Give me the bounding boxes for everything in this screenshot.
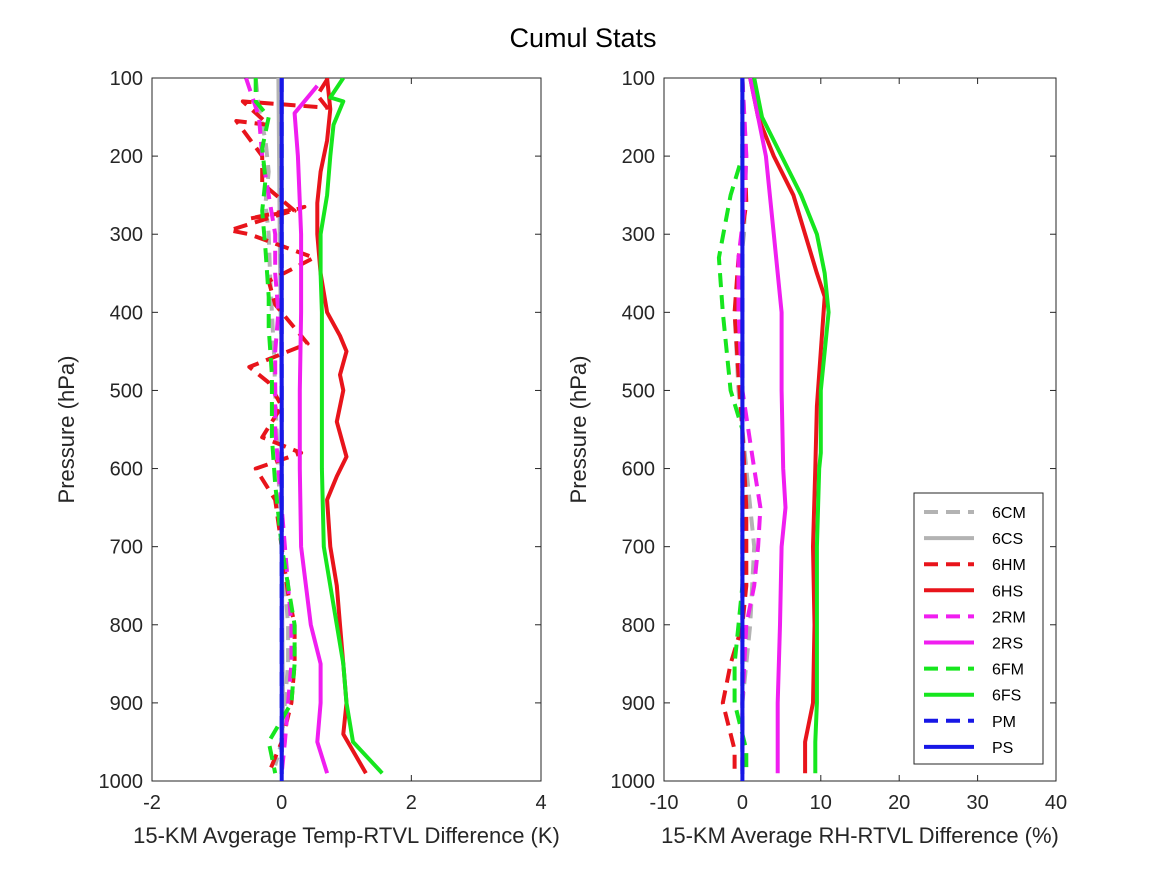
- y-tick-label: 300: [622, 224, 655, 246]
- x-tick-label: 4: [535, 792, 546, 814]
- y-tick-label: 700: [622, 537, 655, 559]
- x-tick-label: 2: [406, 792, 417, 814]
- y-tick-label: 600: [622, 459, 655, 481]
- series-line-2rs: [748, 78, 788, 774]
- x-tick-label: 30: [966, 792, 988, 814]
- series-line-6fs: [752, 78, 831, 774]
- y-tick-label: 500: [110, 380, 143, 402]
- x-tick-label: 40: [1045, 792, 1067, 814]
- y-tick-label: 400: [622, 302, 655, 324]
- series-line-6fm: [716, 78, 749, 774]
- y-tick-label: 300: [110, 224, 143, 246]
- x-tick-label: 20: [888, 792, 910, 814]
- x-tick-label: 0: [276, 792, 287, 814]
- y-tick-label: 900: [110, 693, 143, 715]
- y-tick-label: 800: [110, 615, 143, 637]
- y-axis-label: Pressure (hPa): [566, 356, 591, 504]
- series-line-2rm: [244, 78, 294, 774]
- axes-box: [663, 77, 1057, 782]
- x-tick-label: -10: [650, 792, 679, 814]
- legend-label-2rm: 2RM: [992, 609, 1026, 626]
- x-tick-label: -2: [143, 792, 161, 814]
- legend-label-2rs: 2RS: [992, 636, 1023, 653]
- series-line-6fm: [253, 78, 297, 774]
- legend: 6CM 6CS 6HM 6HS 2RM 2RS 6FM 6FS PM PS: [913, 492, 1044, 765]
- legend-label-6hs: 6HS: [992, 583, 1023, 600]
- legend-label-pm: PM: [992, 714, 1016, 731]
- y-tick-label: 200: [110, 146, 143, 168]
- series-group: [227, 78, 384, 781]
- y-tick-label: 400: [110, 302, 143, 324]
- y-tick-label: 500: [622, 380, 655, 402]
- figure-title: Cumul Stats: [509, 23, 656, 53]
- y-tick-label: 1000: [611, 771, 656, 793]
- y-tick-label: 600: [110, 459, 143, 481]
- x-axis-label: 15-KM Avgerage Temp-RTVL Difference (K): [133, 823, 560, 848]
- legend-label-6cm: 6CM: [992, 505, 1026, 522]
- series-line-6hs: [748, 78, 827, 774]
- series-line-6hs: [315, 78, 368, 775]
- chart-panel-2: 100 200 300 400 500 600 700 800 900 1000-10 0 10 20 3…: [566, 68, 1067, 848]
- y-tick-label: 200: [622, 146, 655, 168]
- x-tick-label: 0: [737, 792, 748, 814]
- chart-panel-1: 100 200 300 400 500 600 700 800 900 1000-2 0 2 4 15-K…: [54, 68, 560, 848]
- legend-box: [913, 492, 1044, 765]
- x-axis-label: 15-KM Average RH-RTVL Difference (%): [661, 823, 1059, 848]
- series-line-6fs: [318, 78, 384, 775]
- y-tick-label: 700: [110, 537, 143, 559]
- axes-box: [151, 77, 542, 782]
- series-line-2rs: [292, 84, 330, 774]
- legend-label-6cs: 6CS: [992, 531, 1023, 548]
- legend-label-ps: PS: [992, 740, 1013, 757]
- legend-label-6fs: 6FS: [992, 688, 1021, 705]
- y-axis-label: Pressure (hPa): [54, 356, 79, 504]
- y-tick-label: 1000: [99, 771, 144, 793]
- series-group: [716, 78, 831, 781]
- y-tick-label: 100: [110, 68, 143, 90]
- x-tick-label: 10: [810, 792, 832, 814]
- y-tick-label: 900: [622, 693, 655, 715]
- legend-label-6hm: 6HM: [992, 557, 1026, 574]
- legend-label-6fm: 6FM: [992, 662, 1024, 679]
- y-tick-label: 100: [622, 68, 655, 90]
- y-tick-label: 800: [622, 615, 655, 637]
